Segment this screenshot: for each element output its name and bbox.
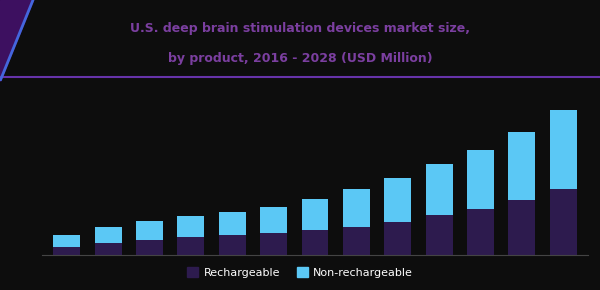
Bar bbox=[95, 243, 122, 255]
Bar bbox=[467, 150, 494, 209]
Bar bbox=[178, 237, 205, 255]
Legend: Rechargeable, Non-rechargeable: Rechargeable, Non-rechargeable bbox=[182, 263, 418, 282]
Bar bbox=[343, 227, 370, 255]
Bar bbox=[136, 240, 163, 255]
Bar bbox=[95, 227, 122, 243]
Bar bbox=[467, 209, 494, 255]
Bar bbox=[550, 110, 577, 189]
Bar bbox=[384, 222, 411, 255]
Bar bbox=[302, 199, 328, 231]
Bar bbox=[302, 231, 328, 255]
Bar bbox=[384, 178, 411, 222]
Text: U.S. deep brain stimulation devices market size,: U.S. deep brain stimulation devices mark… bbox=[130, 22, 470, 35]
Bar bbox=[178, 216, 205, 237]
Bar bbox=[260, 233, 287, 255]
Bar bbox=[508, 200, 535, 255]
Bar bbox=[508, 133, 535, 200]
Text: by product, 2016 - 2028 (USD Million): by product, 2016 - 2028 (USD Million) bbox=[167, 52, 433, 65]
Polygon shape bbox=[0, 0, 33, 81]
Bar bbox=[343, 189, 370, 227]
Bar bbox=[53, 246, 80, 255]
Bar bbox=[53, 235, 80, 246]
Bar bbox=[260, 207, 287, 233]
Bar bbox=[425, 215, 452, 255]
Bar bbox=[425, 164, 452, 215]
Bar bbox=[550, 189, 577, 255]
Bar bbox=[219, 235, 246, 255]
Bar bbox=[219, 212, 246, 235]
Bar bbox=[136, 221, 163, 240]
